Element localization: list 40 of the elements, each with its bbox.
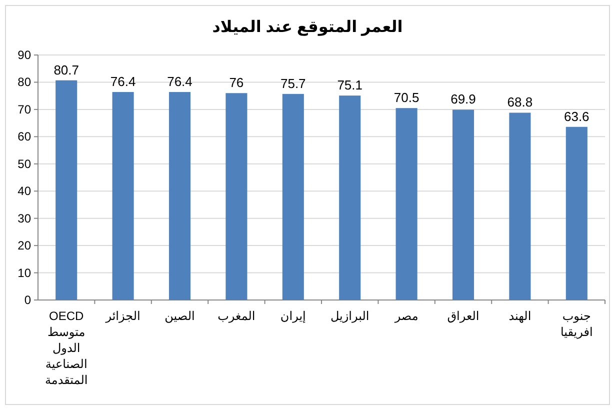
bar xyxy=(339,96,361,300)
x-tick-label: المغرب xyxy=(218,309,256,323)
x-tick-label: العراق xyxy=(447,309,480,323)
y-tick-label: 20 xyxy=(18,238,32,253)
bar xyxy=(56,80,78,300)
y-tick-label: 30 xyxy=(18,211,32,226)
data-label: 63.6 xyxy=(564,108,590,124)
data-label: 70.5 xyxy=(394,90,420,106)
bar xyxy=(509,112,531,300)
data-label: 68.8 xyxy=(507,94,533,110)
data-label: 80.7 xyxy=(54,62,80,78)
bar xyxy=(452,110,474,300)
y-tick-label: 90 xyxy=(18,48,32,62)
chart-title: العمر المتوقع عند الميلاد xyxy=(212,19,403,36)
bar xyxy=(396,108,418,300)
bar xyxy=(282,94,304,300)
x-tick-label: مصر xyxy=(394,309,418,323)
bar xyxy=(226,93,248,300)
bar xyxy=(566,126,588,300)
data-label: 75.1 xyxy=(337,78,363,93)
data-label: 76.4 xyxy=(110,74,136,90)
data-label: 76.4 xyxy=(167,74,192,90)
x-tick-label: الجزائر xyxy=(104,309,140,323)
data-label: 75.7 xyxy=(280,76,306,91)
y-tick-label: 70 xyxy=(18,102,32,116)
y-tick-label: 0 xyxy=(24,293,32,307)
y-tick-label: 50 xyxy=(18,156,32,171)
x-tick-label: الهند xyxy=(508,309,532,323)
y-tick-label: 80 xyxy=(18,75,32,90)
y-tick-label: 40 xyxy=(18,184,32,198)
y-tick-label: 10 xyxy=(18,266,32,280)
data-label: 76 xyxy=(229,75,244,90)
bar xyxy=(168,92,191,300)
x-tick-label: إيران xyxy=(280,309,306,323)
bar xyxy=(112,92,134,300)
x-tick-label: الصين xyxy=(164,309,195,323)
x-tick-label: البرازيل xyxy=(330,309,370,323)
y-tick-label: 60 xyxy=(18,130,32,144)
x-tick-label: جنوب افريقيا xyxy=(560,309,593,339)
data-label: 69.9 xyxy=(450,92,476,107)
